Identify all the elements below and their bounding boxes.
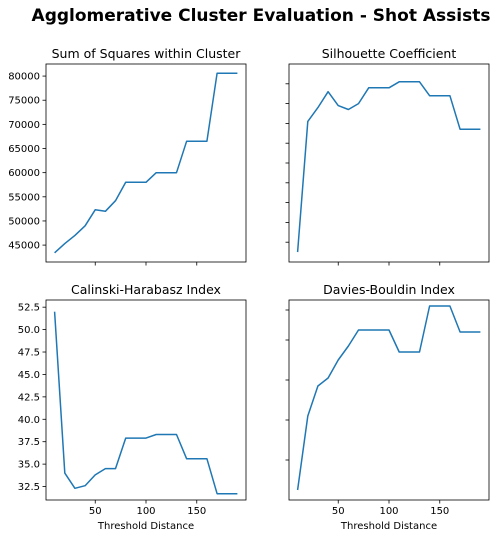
y-tick-label: 50.0 [18, 325, 40, 336]
y-tick-label: 42.5 [18, 392, 40, 403]
panel-davies-bouldin: Davies-Bouldin Index 50 100 150 Threshold Di… [285, 282, 490, 532]
panel-sum-of-squares: Sum of Squares within Cluster 45000 50000 5… [8, 46, 247, 266]
series-line [296, 305, 481, 491]
series-line [54, 72, 238, 254]
x-tick-label: 50 [332, 506, 345, 517]
plot-frame [45, 299, 247, 501]
plot-frame [288, 63, 490, 263]
panel-title: Silhouette Coefficient [322, 46, 457, 61]
plot-frame [45, 63, 247, 263]
panel-title: Calinski-Harabasz Index [71, 282, 221, 297]
y-tick-label: 32.5 [18, 482, 40, 493]
x-tick-label: 150 [430, 506, 449, 517]
y-tick-label: 55000 [8, 192, 40, 203]
panel-calinski-harabasz: Calinski-Harabasz Index 50 100 150 32.5 35.0 3… [18, 282, 247, 532]
x-axis-label: Threshold Distance [340, 521, 437, 532]
y-tick-label: 45.0 [18, 370, 40, 381]
y-tick-label: 47.5 [18, 348, 40, 359]
panel-title: Davies-Bouldin Index [323, 282, 455, 297]
y-tick-label: 65000 [8, 144, 40, 155]
y-tick-label: 50000 [8, 216, 40, 227]
x-tick-label: 150 [187, 506, 206, 517]
x-tick-label: 100 [379, 506, 398, 517]
y-tick-label: 80000 [8, 72, 40, 83]
x-axis-label: Threshold Distance [97, 521, 194, 532]
y-tick-label: 35.0 [18, 460, 40, 471]
y-tick-label: 52.5 [18, 303, 40, 314]
series-line [296, 81, 481, 253]
y-tick-label: 75000 [8, 96, 40, 107]
x-tick-label: 100 [136, 506, 155, 517]
y-tick-label: 45000 [8, 241, 40, 252]
y-tick-label: 70000 [8, 120, 40, 131]
series-line [53, 311, 238, 495]
y-tick-label: 40.0 [18, 415, 40, 426]
x-tick-label: 50 [89, 506, 102, 517]
y-tick-label: 60000 [8, 168, 40, 179]
panel-title: Sum of Squares within Cluster [52, 46, 242, 61]
figure-suptitle: Agglomerative Cluster Evaluation - Shot … [32, 6, 491, 26]
y-tick-label: 37.5 [18, 437, 40, 448]
panel-silhouette: Silhouette Coefficient [285, 46, 490, 266]
